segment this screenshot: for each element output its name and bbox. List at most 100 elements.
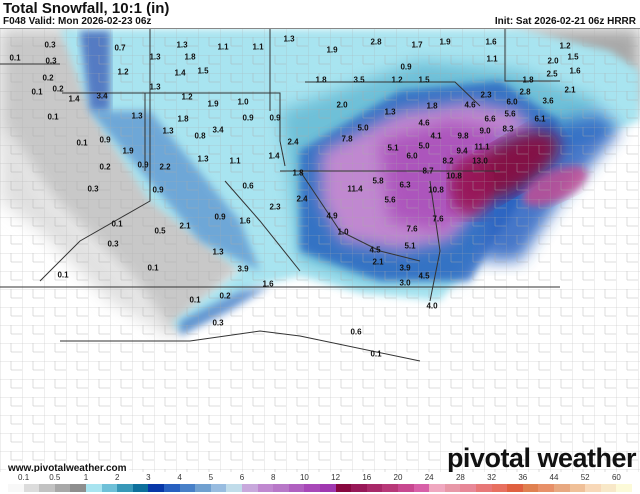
snowfall-value-label: 0.9 (152, 185, 164, 195)
snowfall-value-label: 10.8 (428, 185, 444, 195)
legend-swatch (101, 484, 118, 492)
snowfall-value-label: 3.5 (353, 75, 365, 85)
valid-time: F048 Valid: Mon 2026-02-23 06z (3, 16, 152, 27)
legend-tick-label: 5 (208, 473, 214, 482)
snowfall-value-label: 0.9 (242, 113, 254, 123)
snowfall-value-label: 1.9 (439, 37, 451, 47)
snowfall-value-label: 5.0 (357, 123, 369, 133)
legend-swatch (70, 484, 86, 492)
snowfall-value-label: 3.9 (399, 263, 411, 273)
legend-swatch (600, 484, 617, 492)
legend-tick-label: 36 (518, 473, 528, 482)
snowfall-value-label: 5.1 (387, 143, 399, 153)
legend-swatch (210, 484, 227, 492)
snowfall-value-label: 1.0 (337, 227, 349, 237)
legend-swatch (132, 484, 149, 492)
snowfall-value-label: 6.1 (534, 114, 546, 124)
snowfall-value-label: 0.1 (9, 53, 21, 63)
snowfall-value-label: 0.1 (189, 295, 201, 305)
snowfall-value-label: 8.3 (502, 124, 514, 134)
snowfall-value-label: 2.4 (287, 137, 299, 147)
legend-swatch (366, 484, 383, 492)
snowfall-value-label: 2.0 (336, 100, 348, 110)
snowfall-map-graphic (0, 29, 640, 472)
legend-tick-label: 10 (299, 473, 309, 482)
snowfall-value-label: 1.1 (486, 54, 498, 64)
legend-swatch (23, 484, 40, 492)
snowfall-value-label: 6.0 (506, 97, 518, 107)
snowfall-value-label: 1.3 (149, 82, 161, 92)
snowfall-value-label: 1.1 (252, 42, 264, 52)
snowfall-value-label: 13.0 (472, 156, 488, 166)
snowfall-value-label: 0.1 (111, 219, 123, 229)
legend-swatch (413, 484, 430, 492)
legend-tick-label: 28 (455, 473, 465, 482)
legend-tick-label: 0.5 (49, 473, 61, 482)
snowfall-value-label: 0.9 (269, 113, 281, 123)
legend-tick-label: 2 (114, 473, 120, 482)
snowfall-value-label: 0.2 (42, 73, 54, 83)
legend-swatch (351, 484, 367, 492)
legend-tick-label: 32 (487, 473, 497, 482)
snowfall-value-label: 3.6 (542, 96, 554, 106)
snowfall-value-label: 4.6 (464, 100, 476, 110)
snowfall-value-label: 0.7 (114, 43, 126, 53)
snowfall-value-label: 1.0 (237, 97, 249, 107)
snowfall-value-label: 1.8 (426, 101, 438, 111)
snowfall-value-label: 2.5 (546, 69, 558, 79)
snowfall-value-label: 10.8 (446, 171, 462, 181)
legend-swatch (460, 484, 476, 492)
legend-tick-label: 1 (83, 473, 89, 482)
snowfall-value-label: 4.9 (326, 211, 338, 221)
legend-swatch (538, 484, 554, 492)
snowfall-value-label: 11.4 (347, 184, 363, 194)
snowfall-value-label: 1.3 (149, 52, 161, 62)
snowfall-value-label: 0.6 (242, 181, 254, 191)
legend-swatch (507, 484, 523, 492)
snowfall-value-label: 0.2 (219, 291, 231, 301)
legend-tick-label: 60 (611, 473, 621, 482)
pivotal-weather-logo: pivotal weather (446, 443, 637, 473)
snowfall-value-label: 0.9 (400, 62, 412, 72)
snowfall-value-label: 1.3 (384, 107, 396, 117)
snowfall-value-label: 1.3 (283, 34, 295, 44)
snowfall-value-label: 6.6 (484, 114, 496, 124)
snowfall-value-label: 1.6 (239, 216, 251, 226)
snowfall-value-label: 0.2 (52, 84, 64, 94)
snowfall-value-label: 2.1 (179, 221, 191, 231)
legend-tick-label: 8 (270, 473, 276, 482)
legend-swatch (148, 484, 164, 492)
legend-tick-label: 12 (331, 473, 341, 482)
snowfall-value-label: 0.3 (107, 239, 119, 249)
snowfall-value-label: 4.5 (418, 271, 430, 281)
snowfall-value-label: 0.9 (137, 160, 149, 170)
legend-swatch (39, 484, 55, 492)
legend-tick-label: 52 (580, 473, 590, 482)
snowfall-value-label: 0.1 (57, 270, 69, 280)
snowfall-value-label: 1.4 (174, 68, 186, 78)
website-url[interactable]: www.pivotalweather.com (6, 463, 129, 474)
snowfall-value-label: 4.1 (430, 131, 442, 141)
legend-swatch (522, 484, 539, 492)
snowfall-value-label: 2.8 (370, 37, 382, 47)
snowfall-value-label: 0.1 (147, 263, 159, 273)
legend-swatch (304, 484, 320, 492)
snowfall-value-label: 2.3 (269, 202, 281, 212)
snowfall-value-label: 1.2 (117, 67, 129, 77)
snowfall-value-label: 1.9 (207, 99, 219, 109)
legend-swatch (429, 484, 445, 492)
snowfall-value-label: 1.4 (268, 151, 280, 161)
snowfall-value-label: 0.3 (87, 184, 99, 194)
legend-swatch (8, 484, 24, 492)
snowfall-value-label: 5.8 (372, 176, 384, 186)
snowfall-value-label: 11.1 (474, 142, 490, 152)
snowfall-value-label: 1.8 (522, 75, 534, 85)
legend-swatch (320, 484, 336, 492)
snowfall-value-label: 2.1 (372, 257, 384, 267)
snowfall-value-label: 1.1 (229, 156, 241, 166)
legend-swatch (164, 484, 180, 492)
snowfall-value-label: 2.3 (480, 90, 492, 100)
snowfall-value-label: 1.3 (176, 40, 188, 50)
legend-swatch (335, 484, 352, 492)
legend-swatch (179, 484, 196, 492)
